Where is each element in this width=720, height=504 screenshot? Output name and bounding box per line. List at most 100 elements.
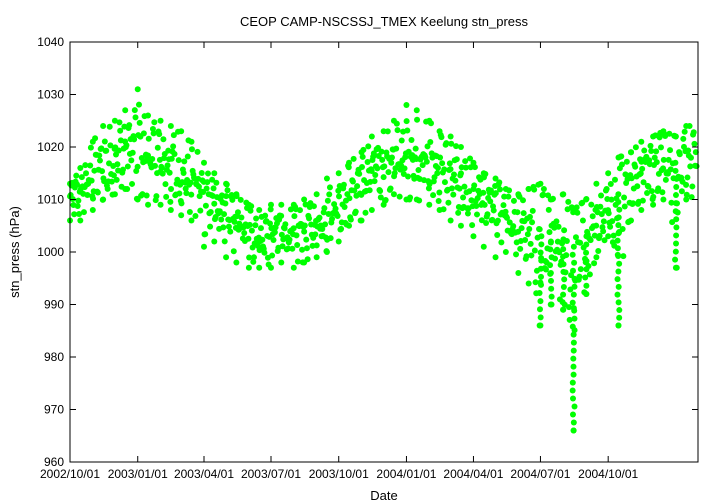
data-point: [101, 138, 108, 145]
data-point: [570, 243, 577, 250]
data-point: [377, 188, 384, 195]
data-point: [548, 301, 555, 308]
data-point: [547, 270, 554, 276]
data-point: [188, 146, 195, 153]
data-point: [607, 223, 614, 230]
data-point: [310, 203, 317, 210]
data-point: [510, 197, 517, 204]
data-point: [278, 259, 285, 266]
data-point: [520, 210, 527, 217]
data-point: [154, 144, 161, 151]
data-point: [96, 157, 103, 164]
data-point: [437, 154, 444, 161]
data-point: [653, 159, 660, 166]
data-point: [623, 158, 630, 165]
data-point: [299, 246, 306, 253]
data-point: [282, 221, 289, 228]
data-point: [560, 291, 567, 298]
data-point: [230, 248, 237, 255]
data-point: [644, 189, 651, 196]
data-point: [188, 217, 195, 224]
data-point: [237, 196, 244, 203]
data-point: [267, 206, 274, 213]
data-point: [140, 130, 147, 137]
data-point: [246, 254, 253, 261]
data-point: [650, 133, 657, 140]
data-point: [570, 331, 577, 338]
data-point: [202, 202, 209, 209]
data-point: [423, 158, 430, 165]
data-point: [546, 229, 553, 236]
data-point: [583, 196, 590, 203]
data-point: [614, 276, 621, 283]
data-point: [115, 147, 122, 154]
x-tick-label: 2004/01/01: [376, 467, 436, 481]
data-point: [132, 114, 139, 121]
data-point: [408, 136, 415, 143]
data-point: [615, 268, 622, 275]
data-point: [241, 230, 248, 237]
data-point: [278, 212, 285, 219]
data-point: [166, 169, 173, 176]
data-point: [157, 201, 164, 208]
data-point: [153, 193, 160, 200]
data-point: [352, 208, 359, 215]
data-point: [150, 130, 157, 137]
data-point: [487, 198, 494, 205]
data-point: [561, 276, 568, 283]
data-point: [536, 290, 543, 297]
data-point: [188, 191, 195, 198]
data-point: [576, 273, 583, 280]
data-point: [673, 232, 680, 239]
data-point: [515, 270, 522, 276]
data-point: [290, 264, 297, 271]
data-point: [492, 190, 499, 197]
data-point: [131, 136, 138, 143]
data-point: [301, 222, 308, 229]
data-point: [526, 226, 533, 233]
data-point: [603, 185, 610, 192]
data-point: [346, 159, 353, 166]
data-point: [621, 203, 628, 210]
data-point: [134, 86, 141, 93]
data-point: [175, 157, 182, 164]
data-point: [293, 232, 300, 239]
data-point: [691, 140, 698, 147]
data-point: [245, 201, 252, 208]
data-point: [257, 225, 264, 232]
data-point: [122, 107, 129, 114]
data-point: [210, 185, 217, 192]
data-point: [186, 209, 193, 215]
data-point: [229, 196, 236, 203]
data-point: [527, 240, 534, 247]
data-point: [593, 254, 600, 261]
y-tick-label: 1040: [37, 35, 64, 49]
data-point: [187, 179, 194, 186]
y-tick-label: 990: [44, 298, 64, 312]
data-point: [481, 201, 488, 208]
data-point: [301, 259, 308, 266]
data-point: [111, 117, 118, 124]
data-point: [638, 138, 645, 145]
data-point: [350, 155, 357, 162]
data-point: [494, 217, 501, 224]
data-point: [447, 133, 454, 140]
data-point: [628, 175, 635, 182]
data-point: [128, 157, 135, 164]
data-point: [445, 199, 452, 206]
data-point: [653, 148, 660, 155]
data-point: [664, 170, 671, 177]
data-point: [536, 306, 543, 313]
data-point: [256, 264, 263, 271]
data-point: [470, 159, 477, 166]
data-point: [570, 207, 577, 213]
data-point: [502, 186, 509, 192]
data-point: [560, 253, 567, 260]
data-point: [685, 147, 692, 154]
data-point: [224, 187, 231, 194]
data-point: [438, 134, 445, 141]
data-point: [117, 127, 124, 134]
data-point: [517, 245, 524, 252]
data-point: [88, 177, 95, 184]
data-point: [262, 212, 269, 219]
